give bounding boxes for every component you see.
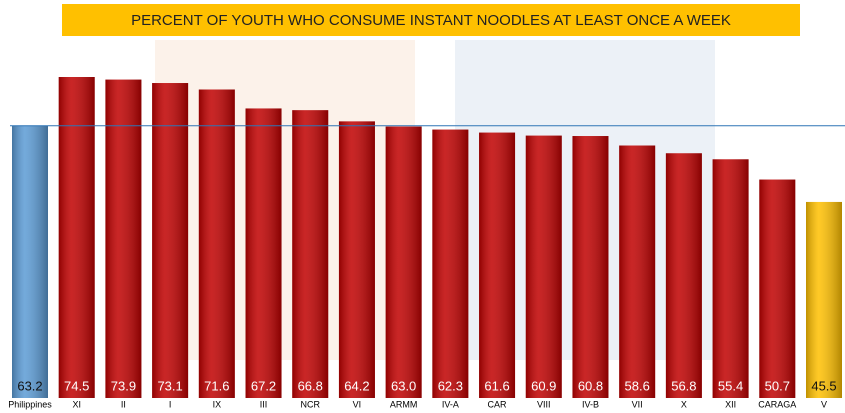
bar-shade <box>338 121 375 398</box>
watermark <box>155 40 415 360</box>
x-tick-label: CARAGA <box>758 399 796 409</box>
value-label: 66.8 <box>298 378 323 393</box>
value-label: 60.8 <box>578 378 603 393</box>
bar-shade <box>292 110 329 398</box>
bar-shade <box>432 129 469 398</box>
bar-shade <box>806 201 842 398</box>
value-label: 64.2 <box>344 378 369 393</box>
value-label: 45.5 <box>811 378 836 393</box>
bar-shade <box>619 145 656 398</box>
value-label: 62.3 <box>438 378 463 393</box>
value-label: 73.1 <box>157 378 182 393</box>
bar-shade <box>665 153 702 398</box>
value-label: 63.2 <box>17 378 42 393</box>
bar-shade <box>105 79 142 398</box>
bar-shade <box>152 83 189 398</box>
x-tick-label: Philippines <box>8 399 52 409</box>
x-tick-label: I <box>169 399 172 409</box>
value-label: 58.6 <box>625 378 650 393</box>
value-label: 74.5 <box>64 378 89 393</box>
title-box <box>62 4 800 36</box>
x-tick-label: X <box>681 399 687 409</box>
bar-shade <box>525 135 562 398</box>
x-tick-label: VIII <box>537 399 551 409</box>
x-tick-label: CAR <box>488 399 508 409</box>
x-tick-label: XI <box>72 399 81 409</box>
x-tick-label: V <box>821 399 827 409</box>
value-label: 50.7 <box>765 378 790 393</box>
bar-shade <box>712 159 749 398</box>
x-tick-label: IX <box>213 399 222 409</box>
bar-shade <box>385 126 422 398</box>
x-tick-label: IV-B <box>582 399 599 409</box>
value-label: 71.6 <box>204 378 229 393</box>
bar-shade <box>58 77 95 398</box>
bar-shade <box>759 179 796 398</box>
value-label: 73.9 <box>111 378 136 393</box>
x-tick-label: VII <box>632 399 643 409</box>
bar-shade <box>572 136 609 398</box>
bar-shade <box>479 132 516 398</box>
value-label: 67.2 <box>251 378 276 393</box>
x-tick-label: ARMM <box>390 399 418 409</box>
value-label: 60.9 <box>531 378 556 393</box>
bar-shade <box>12 125 48 398</box>
x-tick-label: NCR <box>300 399 320 409</box>
chart-title: PERCENT OF YOUTH WHO CONSUME INSTANT NOO… <box>131 12 731 29</box>
x-tick-label: II <box>121 399 126 409</box>
x-tick-label: VI <box>353 399 362 409</box>
bar-shade <box>198 89 235 398</box>
value-label: 63.0 <box>391 378 416 393</box>
bar-shade <box>245 108 282 399</box>
value-label: 55.4 <box>718 378 743 393</box>
value-label: 56.8 <box>671 378 696 393</box>
x-tick-label: XII <box>725 399 736 409</box>
x-tick-label: IV-A <box>442 399 459 409</box>
x-tick-label: III <box>260 399 268 409</box>
value-label: 61.6 <box>484 378 509 393</box>
